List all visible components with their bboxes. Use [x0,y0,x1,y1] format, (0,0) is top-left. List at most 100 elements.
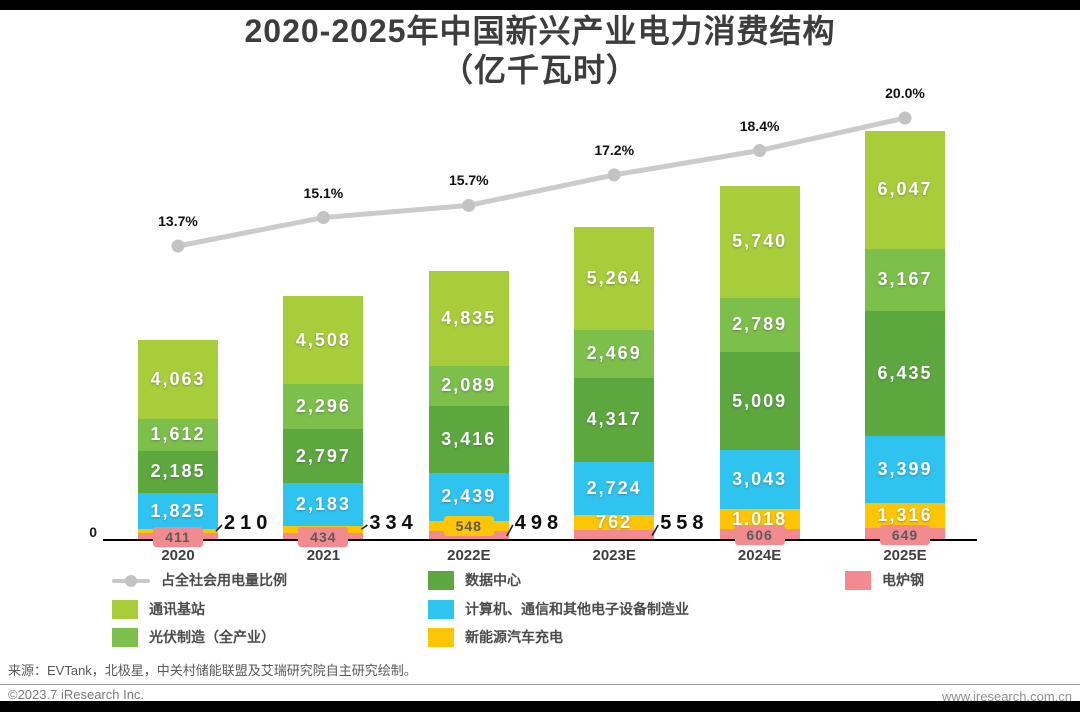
legend-item: 通讯基站 [112,599,205,619]
website-url: www.iresearch.com.cn [941,689,1072,704]
bar-segment-value: 3,043 [732,469,788,490]
bar-segment [428,531,509,541]
bar-segment-value: 3,167 [877,269,933,290]
bar-segment: 3,167 [865,248,945,311]
line-percent-label: 18.4% [739,117,780,134]
line-marker [753,144,767,158]
line-percent-label: 20.0% [885,85,925,101]
line-percent-label: 17.2% [594,141,635,158]
line-marker [607,168,621,182]
x-axis-label: 2021 [306,547,341,564]
chart-title-line2: （亿千瓦时） [440,52,639,88]
bar-segment-value: 2,789 [732,314,788,335]
bar-segment-value-badge: 649 [880,524,930,545]
bar-segment-value: 4,317 [586,409,642,430]
copyright: ©2023.7 iResearch Inc. [8,687,145,702]
bar-segment-value: 5,740 [732,231,788,252]
legend-label: 数据中心 [465,572,521,588]
footer-divider [0,684,1080,685]
legend-item: 占全社会用电量比例 [112,570,287,590]
bar-segment: 6,435 [865,310,945,437]
x-axis-label: 2023E [592,547,636,564]
legend-color-swatch [428,570,454,590]
bar-segment: 2,797 [283,428,364,484]
bar-segment-value: 2,439 [441,486,497,507]
bar-segment-value: 2,797 [295,445,351,466]
bar-segment: 6,047 [865,131,945,249]
bar-segment: 762 [574,512,655,533]
bar-segment-value: 2,724 [586,478,642,499]
bar-segment-value: 4,063 [150,369,206,390]
legend-label: 光伏制造（全产业） [149,629,275,645]
bar-segment-value: 6,047 [877,179,933,200]
legend-label: 新能源汽车充电 [465,629,563,645]
bar-segment: 1,316 [865,502,945,529]
bar-segment-value-badge: 548 [443,515,494,536]
bar-segment: 1,612 [138,419,218,451]
line-percent-label: 15.7% [448,172,489,189]
bar-segment: 3,399 [865,436,945,503]
chart-title-line1: 2020-2025年中国新兴产业电力消费结构 [244,13,836,49]
line-marker [171,239,185,253]
bar-segment-value: 2,089 [441,375,497,396]
legend-color-swatch [845,570,871,590]
legend-item: 新能源汽车充电 [428,627,563,647]
bar-segment: 4,835 [428,271,509,366]
bar-segment: 5,740 [719,185,800,298]
legend-label: 通讯基站 [149,601,205,617]
legend-color-swatch [112,627,138,647]
legend-color-swatch [112,599,138,619]
x-axis-label: 2020 [161,547,195,564]
bar-segment-value: 2,469 [586,343,642,364]
legend-item: 光伏制造（全产业） [112,627,275,647]
bar-segment: 3,043 [719,449,800,510]
bar-segment-value-callout: 210 [224,512,273,534]
line-percent-label: 13.7% [158,213,198,229]
line-marker [898,111,912,125]
legend-item: 计算机、通信和其他电子设备制造业 [428,599,689,619]
chart-area: 411 210 1,825 2,185 1,612 4,063 434 334 2,183 2,7… [89,75,977,595]
bar-segment: 4,508 [283,296,364,385]
top-black-bar [0,0,1080,10]
bar-segment-value: 762 [596,512,633,533]
chart-title: 2020-2025年中国新兴产业电力消费结构 （亿千瓦时） [0,12,1080,90]
legend-item: 电炉钢 [845,570,924,590]
legend-label: 电炉钢 [882,572,924,588]
bar-segment: 2,296 [283,384,364,429]
x-axis-line [103,539,977,541]
bar-segment-value: 1,018 [732,508,788,529]
legend-label: 占全社会用电量比例 [161,572,287,588]
bar-segment-value: 1,316 [877,504,933,525]
legend-color-swatch [428,627,454,647]
bar-segment: 2,183 [283,483,364,526]
bar-segment: 1,018 [719,508,800,530]
bar-segment: 2,089 [428,365,509,407]
bar-segment-value: 3,416 [441,429,497,450]
bar-segment-value-callout: 334 [369,512,418,534]
bar-segment-value: 5,009 [732,390,788,411]
bar-segment: 2,724 [574,462,655,516]
bottom-black-bar [0,701,1080,712]
bar-segment: 1,825 [138,493,218,529]
bar-segment-value: 4,835 [441,307,497,328]
bar-segment: 5,009 [719,352,800,450]
bar-segment-value: 4,508 [295,329,351,350]
bar-segment: 3,416 [428,406,509,473]
bar-segment-value: 1,825 [150,500,206,521]
source-note: 来源：EVTank，北极星，中关村储能联盟及艾瑞研究院自主研究绘制。 [8,663,417,678]
bar-segment-value: 5,264 [586,267,642,288]
legend-item: 数据中心 [428,570,521,590]
legend-color-swatch [428,599,454,619]
legend-line-marker [112,571,150,590]
bar-segment: 2,789 [719,297,800,353]
legend-label: 计算机、通信和其他电子设备制造业 [465,601,689,617]
bar-segment-value-badge: 434 [298,526,349,547]
line-marker [462,198,476,212]
bar-segment [574,530,655,541]
bar-segment-value: 1,612 [150,424,206,445]
bar-segment-value: 3,399 [877,458,933,479]
bar-segment: 5,264 [574,226,655,330]
bar-segment: 4,317 [574,377,655,463]
bar-segment: 2,439 [428,473,509,521]
